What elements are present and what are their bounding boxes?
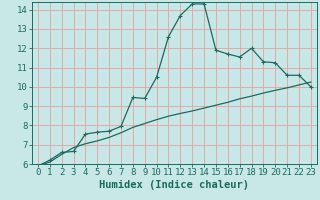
- X-axis label: Humidex (Indice chaleur): Humidex (Indice chaleur): [100, 180, 249, 190]
